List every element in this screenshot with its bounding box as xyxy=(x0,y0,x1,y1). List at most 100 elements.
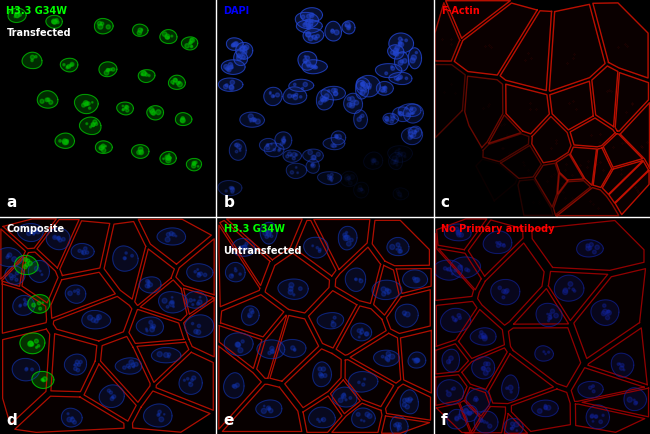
Polygon shape xyxy=(399,112,403,116)
Polygon shape xyxy=(615,72,649,131)
Polygon shape xyxy=(192,322,194,325)
Polygon shape xyxy=(323,374,327,378)
Polygon shape xyxy=(261,408,266,414)
Polygon shape xyxy=(360,87,361,89)
Polygon shape xyxy=(82,250,86,255)
Polygon shape xyxy=(229,65,233,69)
Polygon shape xyxy=(165,155,170,160)
Polygon shape xyxy=(189,382,190,384)
Polygon shape xyxy=(193,162,196,165)
Polygon shape xyxy=(410,135,413,138)
Polygon shape xyxy=(226,84,228,87)
Polygon shape xyxy=(317,90,333,110)
Polygon shape xyxy=(554,275,584,301)
Polygon shape xyxy=(224,85,228,89)
Polygon shape xyxy=(396,78,399,81)
Text: F-Actin: F-Actin xyxy=(441,7,480,16)
Polygon shape xyxy=(398,423,401,426)
Polygon shape xyxy=(306,32,311,37)
Polygon shape xyxy=(36,346,38,349)
Polygon shape xyxy=(296,20,322,33)
Polygon shape xyxy=(222,60,245,74)
Polygon shape xyxy=(92,124,95,127)
Polygon shape xyxy=(398,250,402,253)
Polygon shape xyxy=(268,408,270,410)
Polygon shape xyxy=(549,4,605,91)
Polygon shape xyxy=(402,398,407,402)
Polygon shape xyxy=(73,290,76,293)
Polygon shape xyxy=(544,404,547,407)
Polygon shape xyxy=(306,159,319,173)
Polygon shape xyxy=(126,364,130,368)
Polygon shape xyxy=(455,416,459,420)
Polygon shape xyxy=(402,403,407,407)
Polygon shape xyxy=(447,269,448,271)
Polygon shape xyxy=(29,230,33,233)
Polygon shape xyxy=(342,21,355,34)
Polygon shape xyxy=(385,117,389,121)
Polygon shape xyxy=(356,412,360,416)
Polygon shape xyxy=(107,69,110,71)
Polygon shape xyxy=(543,351,545,353)
Polygon shape xyxy=(395,46,400,50)
Polygon shape xyxy=(111,396,114,398)
Polygon shape xyxy=(454,3,537,75)
Polygon shape xyxy=(166,306,169,308)
Polygon shape xyxy=(325,98,328,101)
Polygon shape xyxy=(386,352,391,356)
Polygon shape xyxy=(255,119,261,124)
Polygon shape xyxy=(413,112,415,114)
Polygon shape xyxy=(57,21,59,23)
Polygon shape xyxy=(230,80,235,85)
Polygon shape xyxy=(226,263,245,282)
Polygon shape xyxy=(266,233,271,237)
Polygon shape xyxy=(311,164,314,166)
Polygon shape xyxy=(306,32,311,37)
Polygon shape xyxy=(331,322,336,327)
Polygon shape xyxy=(187,264,213,281)
Polygon shape xyxy=(323,138,345,150)
Polygon shape xyxy=(248,315,251,318)
Text: a: a xyxy=(6,195,17,210)
Polygon shape xyxy=(546,405,551,410)
Polygon shape xyxy=(291,95,294,98)
Polygon shape xyxy=(31,368,33,371)
Polygon shape xyxy=(410,107,413,110)
Polygon shape xyxy=(37,345,40,347)
Polygon shape xyxy=(58,140,61,142)
Polygon shape xyxy=(389,72,412,85)
Polygon shape xyxy=(45,98,49,102)
Polygon shape xyxy=(237,56,242,61)
Polygon shape xyxy=(311,163,315,168)
Polygon shape xyxy=(348,372,378,392)
Polygon shape xyxy=(218,78,243,92)
Polygon shape xyxy=(23,303,27,306)
Polygon shape xyxy=(380,87,385,92)
Polygon shape xyxy=(551,309,554,313)
Polygon shape xyxy=(237,145,242,149)
Polygon shape xyxy=(488,424,492,428)
Polygon shape xyxy=(352,408,375,428)
Polygon shape xyxy=(363,378,365,380)
Polygon shape xyxy=(374,350,399,366)
Polygon shape xyxy=(141,29,142,31)
Polygon shape xyxy=(395,160,398,164)
Polygon shape xyxy=(123,366,126,369)
Polygon shape xyxy=(85,251,89,254)
Polygon shape xyxy=(49,100,53,104)
Polygon shape xyxy=(321,367,326,371)
Polygon shape xyxy=(398,425,400,427)
Polygon shape xyxy=(280,143,283,146)
Polygon shape xyxy=(52,20,56,23)
Polygon shape xyxy=(502,289,506,293)
Polygon shape xyxy=(185,44,189,48)
Polygon shape xyxy=(198,300,202,304)
Polygon shape xyxy=(282,139,285,142)
Polygon shape xyxy=(586,246,590,251)
Polygon shape xyxy=(239,150,241,151)
Polygon shape xyxy=(402,270,428,288)
Polygon shape xyxy=(235,383,239,387)
Polygon shape xyxy=(159,417,164,422)
Polygon shape xyxy=(402,311,406,315)
Polygon shape xyxy=(85,102,88,105)
